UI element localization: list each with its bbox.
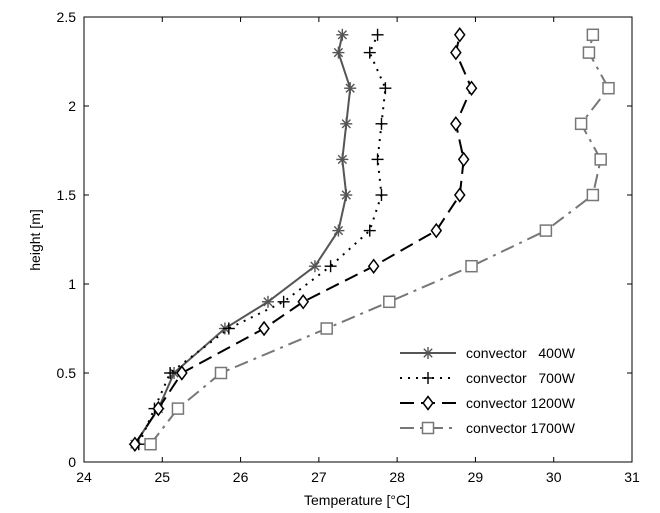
series-layer — [128, 27, 615, 452]
legend-label: convector 400W — [466, 345, 576, 361]
data-point — [574, 117, 588, 131]
y-tick-label: 0.5 — [57, 365, 77, 381]
x-tick-label: 24 — [76, 469, 92, 485]
data-point — [222, 322, 235, 335]
data-point — [586, 28, 600, 42]
series-line — [134, 34, 473, 445]
x-tick-label: 27 — [311, 469, 327, 485]
legend-marker — [422, 395, 434, 411]
data-point — [129, 436, 141, 452]
data-point — [367, 258, 380, 274]
data-point — [465, 80, 478, 96]
y-axis-label: height [m] — [27, 209, 43, 270]
data-point — [344, 82, 357, 95]
data-point — [340, 189, 353, 201]
data-point — [363, 224, 376, 237]
data-point — [320, 322, 333, 335]
data-point — [144, 437, 157, 451]
legend-marker — [422, 372, 434, 384]
legend: convector 400W convector 700W convector 12… — [400, 345, 576, 436]
data-point — [371, 28, 384, 41]
data-point — [371, 153, 384, 166]
data-point — [582, 46, 596, 59]
data-point — [602, 81, 615, 95]
data-point — [586, 188, 600, 202]
data-point — [340, 117, 353, 130]
data-point — [297, 294, 310, 310]
data-point — [164, 367, 177, 379]
data-point — [375, 117, 388, 130]
data-point — [430, 222, 443, 239]
data-point — [363, 46, 376, 59]
series-line — [134, 34, 352, 445]
data-point — [332, 46, 345, 59]
data-point — [261, 295, 274, 308]
y-tick-label: 0 — [68, 454, 76, 470]
plot-frame — [83, 16, 633, 463]
legend-marker — [421, 421, 435, 435]
data-point — [277, 295, 290, 308]
series-1 — [128, 28, 357, 451]
x-tick-label: 30 — [546, 469, 562, 485]
data-point — [379, 82, 392, 95]
data-point — [450, 116, 462, 132]
data-point — [258, 320, 270, 337]
x-axis-label: Temperature [°C] — [304, 492, 410, 508]
x-tick-label: 29 — [468, 469, 484, 485]
legend-label: convector 1700W — [466, 420, 576, 436]
data-point — [375, 189, 388, 201]
data-point — [594, 153, 607, 166]
series-4 — [144, 28, 615, 451]
data-point — [308, 260, 321, 273]
data-point — [453, 27, 466, 43]
data-point — [539, 224, 553, 237]
data-point — [176, 365, 188, 381]
data-point — [453, 187, 466, 203]
y-tick-label: 2.5 — [57, 9, 77, 25]
ticks-layer: 24 25 26 27 28 29 30 31 0 0.5 1 1.5 2 2.5 — [57, 9, 640, 485]
data-point — [336, 153, 349, 166]
data-point — [450, 44, 462, 61]
legend-label: convector 700W — [466, 370, 576, 386]
x-tick-label: 25 — [154, 469, 170, 485]
y-tick-label: 2 — [68, 98, 76, 114]
y-tick-label: 1 — [68, 276, 76, 292]
data-point — [171, 402, 185, 415]
data-point — [332, 224, 345, 237]
series-3 — [129, 27, 478, 452]
x-tick-label: 31 — [624, 469, 640, 485]
data-point — [152, 400, 165, 417]
x-tick-label: 26 — [233, 469, 249, 485]
data-point — [336, 28, 349, 41]
data-point — [465, 259, 478, 273]
data-point — [383, 295, 396, 309]
y-tick-label: 1.5 — [57, 187, 77, 203]
x-tick-label: 28 — [389, 469, 405, 485]
legend-label: convector 1200W — [466, 395, 576, 411]
data-point — [457, 151, 470, 168]
legend-marker — [422, 347, 434, 359]
plot-area — [83, 16, 633, 463]
data-point — [324, 260, 337, 273]
data-point — [214, 366, 228, 380]
